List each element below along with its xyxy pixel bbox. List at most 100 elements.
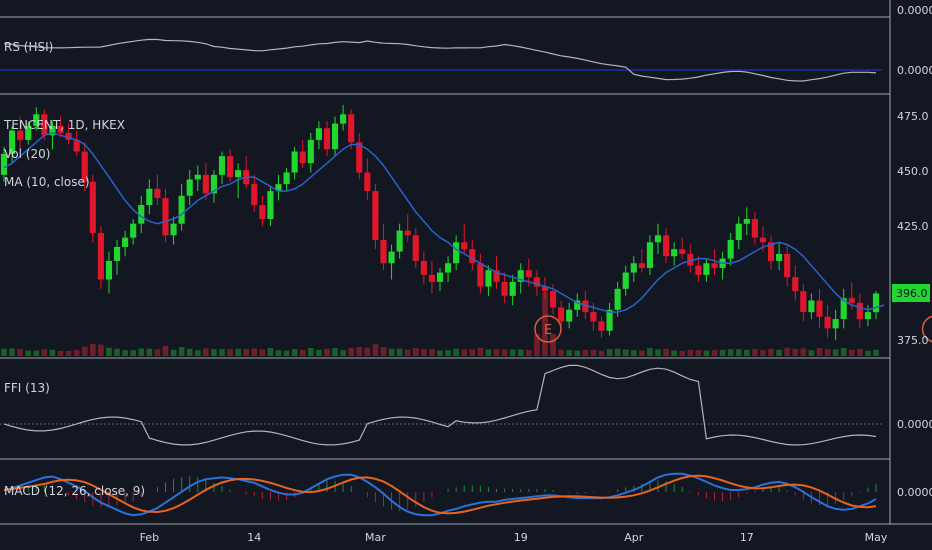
candle <box>743 207 750 236</box>
candle <box>89 174 96 243</box>
candle-body <box>549 291 557 308</box>
candle <box>202 163 209 201</box>
volume-bar <box>743 349 750 356</box>
volume-bar <box>437 350 443 356</box>
macd-axis-label: 0.0000 <box>897 486 932 499</box>
candle <box>404 214 411 243</box>
candle-body <box>178 195 185 224</box>
candle-body <box>170 223 177 236</box>
macd-label: MACD (12, 26, close, 9) <box>4 484 145 498</box>
event-earnings-1[interactable]: E <box>534 315 562 343</box>
volume-bars <box>1 292 879 356</box>
candle-body <box>558 307 565 322</box>
candle-body <box>654 235 662 243</box>
candle <box>251 174 258 213</box>
volume-bar <box>655 349 661 356</box>
candle-body <box>428 274 435 282</box>
candle <box>388 244 395 280</box>
volume-bar <box>324 348 330 356</box>
candle-body <box>340 114 347 124</box>
volume-bar <box>186 348 193 356</box>
time-tick-label: Mar <box>365 531 386 544</box>
volume-bar <box>412 348 419 356</box>
candle-body <box>388 251 395 264</box>
candle <box>703 258 710 282</box>
candle <box>654 223 662 254</box>
volume-bar <box>558 349 564 356</box>
candle <box>49 121 56 150</box>
candle <box>323 121 331 157</box>
candle <box>227 149 234 182</box>
candle-body <box>404 230 411 236</box>
candle-body <box>840 298 847 320</box>
candle-body <box>25 125 32 140</box>
candle <box>816 288 823 329</box>
volume-bar <box>194 350 201 356</box>
time-tick-label: Feb <box>140 531 159 544</box>
candle <box>372 184 379 250</box>
candle-body <box>477 263 484 287</box>
candle <box>65 123 72 145</box>
volume-bar <box>614 348 621 356</box>
candle <box>283 167 290 192</box>
volume-bar <box>768 348 774 356</box>
candle-body <box>0 153 8 175</box>
candle-body <box>453 242 460 264</box>
candle-body <box>380 239 387 264</box>
volume-bar <box>41 349 48 356</box>
candle-body <box>267 191 274 220</box>
candle <box>445 256 452 282</box>
candle <box>81 142 88 192</box>
candle <box>0 146 8 182</box>
volume-bar <box>711 350 718 356</box>
volume-bar <box>550 334 556 356</box>
candle <box>33 107 40 131</box>
candle-body <box>323 128 331 150</box>
volume-bar <box>509 349 516 356</box>
rs-pane: RS (HSI) 0.0000 0.0000 <box>0 4 932 82</box>
volume-bar <box>291 349 298 356</box>
candle <box>420 251 427 285</box>
candle <box>558 300 565 329</box>
candle-body <box>776 253 783 261</box>
candle <box>872 291 880 320</box>
volume-bar <box>485 349 492 356</box>
price-tick-475: 475.0 <box>897 110 929 123</box>
candle <box>630 256 637 282</box>
candle-body <box>614 288 621 310</box>
time-axis: Feb14Mar19Apr17May15Jun14Jul <box>140 531 888 544</box>
candle <box>638 249 645 273</box>
candle-body <box>81 151 88 182</box>
candle-body <box>671 249 678 257</box>
volume-bar <box>396 348 403 356</box>
candle-body <box>259 205 266 220</box>
volume-bar <box>316 349 322 356</box>
candle-body <box>210 174 217 194</box>
candle-body <box>194 174 201 180</box>
time-tick-label: May <box>865 531 888 544</box>
candle-body <box>412 235 419 261</box>
candle <box>428 260 435 294</box>
volume-bar <box>162 345 169 356</box>
ma-label: MA (10, close) <box>4 175 90 189</box>
event-circle <box>534 315 562 343</box>
candle-body <box>202 174 209 194</box>
volume-bar <box>792 348 799 356</box>
rs-label: RS (HSI) <box>4 40 53 54</box>
volume-bar <box>421 349 427 356</box>
candle <box>178 184 185 231</box>
candle-body <box>872 293 880 313</box>
volume-bar <box>404 349 411 356</box>
candle <box>380 223 387 271</box>
candle-body <box>533 277 540 287</box>
candle <box>663 228 670 264</box>
price-tick-375: 375.0 <box>897 334 929 347</box>
candle <box>541 277 549 299</box>
candle <box>864 305 871 327</box>
candle-body <box>331 123 339 150</box>
candle <box>792 265 799 301</box>
candle <box>307 132 314 173</box>
volume-bar <box>25 350 32 356</box>
candle <box>477 253 484 294</box>
volume-bar <box>445 350 451 356</box>
